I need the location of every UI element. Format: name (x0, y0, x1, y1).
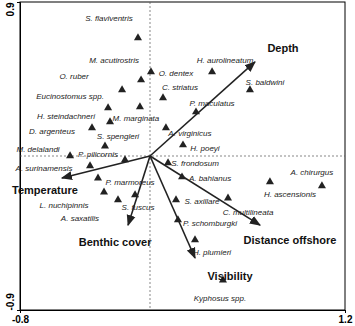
species-label: Kyphosus spp. (194, 294, 246, 303)
axis-line (17, 3, 21, 311)
species-label: M. delalandi (16, 145, 59, 154)
species-label: H. ascensionis (264, 190, 316, 199)
species-label: M. acutirostris (89, 56, 139, 65)
y-axis: -0.9 0.9 (5, 2, 21, 310)
species-point (159, 93, 167, 100)
chart: -0.8 1.2 -0.9 0.9 S. flaviventris M. acutiros… (0, 0, 355, 326)
vector-arrow (62, 156, 150, 178)
species-label: L. nuchipinnis (40, 201, 89, 210)
species-label: P. marmoreus (105, 178, 154, 187)
species-point (136, 102, 144, 109)
tick: 1.2 (339, 310, 353, 325)
species-point (318, 181, 326, 188)
species-point (266, 177, 274, 184)
species-label: O. ruber (59, 72, 89, 81)
species-label: A. chirurgus (290, 168, 334, 177)
species-label: S. axillare (184, 197, 220, 206)
species-label: A. saxatilis (60, 214, 99, 223)
species-point (101, 141, 109, 148)
species-label: A. bahianus (188, 174, 231, 183)
tick-label: -0.8 (12, 314, 30, 325)
species-point (94, 173, 102, 180)
species-label: H. poeyi (190, 144, 220, 153)
species-point (147, 67, 155, 74)
species-point (134, 33, 142, 40)
x-axis: -0.8 1.2 (12, 310, 353, 325)
species-point (66, 151, 74, 158)
plot-frame (20, 2, 345, 310)
species-label: P. schomburgki (183, 219, 237, 228)
tick-mark (345, 310, 346, 313)
tick-mark (17, 2, 20, 3)
species-point (224, 193, 232, 200)
tick-label: 1.2 (339, 314, 353, 325)
vector-label: Temperature (12, 184, 78, 196)
species-label: H. plumieri (193, 248, 231, 257)
tick: -0.9 (5, 293, 20, 311)
species-label: C. striatus (162, 83, 198, 92)
species-point (100, 187, 108, 194)
vector-label: Depth (267, 42, 298, 54)
vector-arrow (150, 62, 255, 156)
vector-arrow (128, 156, 150, 225)
tick: 0.9 (5, 2, 20, 16)
species-point (137, 75, 145, 82)
tick: -0.8 (12, 310, 30, 325)
species-point (179, 140, 187, 147)
vector-arrow (150, 156, 195, 258)
species-label: S. spengleri (97, 132, 139, 141)
species-point (114, 195, 122, 202)
vector-labels: Depth Temperature Benthic cover Distance of… (12, 42, 336, 282)
vector-label: Visibility (207, 270, 253, 282)
axis-line (21, 311, 346, 314)
species-label: H. aurolineatum (197, 56, 254, 65)
species-label: P. maculatus (189, 99, 234, 108)
species-labels: S. flaviventris M. acutirostrisO. ruber Eu… (15, 14, 334, 303)
species-point (88, 123, 96, 130)
species-point (172, 195, 180, 202)
species-point (118, 85, 126, 92)
species-label: D. argenteus (29, 127, 75, 136)
species-label: M. marginata (113, 114, 160, 123)
species-label: S. baldwini (246, 78, 285, 87)
species-label: C. multilineata (223, 208, 274, 217)
species-point (104, 103, 112, 110)
species-point (208, 67, 216, 74)
species-label: Eucinostomus spp. (36, 92, 104, 101)
species-label: P. pilicornis (78, 150, 118, 159)
vector-label: Distance offshore (244, 234, 337, 246)
species-label: H. steindachneri (37, 112, 95, 121)
tick-label: -0.9 (5, 293, 16, 311)
species-label: A. surinamensis (15, 164, 73, 173)
species-label: S. fuscus (122, 203, 155, 212)
species-point (86, 161, 94, 168)
species-point (191, 235, 199, 242)
species-label: S. flaviventris (85, 14, 133, 23)
tick-mark (17, 310, 20, 311)
tick-label: 0.9 (5, 2, 16, 16)
species-label: S. frondosum (171, 159, 219, 168)
species-label: O. dentex (159, 69, 195, 78)
vector-label: Benthic cover (79, 236, 152, 248)
species-label: A. virginicus (167, 129, 211, 138)
